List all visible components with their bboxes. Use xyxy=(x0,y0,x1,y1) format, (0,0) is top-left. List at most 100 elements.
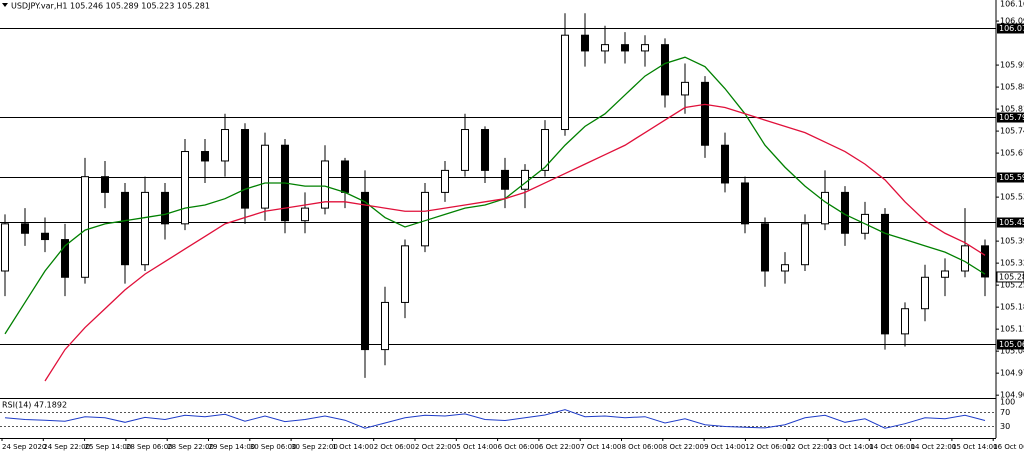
y-tick-label: 105.885 xyxy=(1000,83,1024,92)
level-label-bg xyxy=(997,339,1024,350)
x-tick-label: 14 Oct 22:00 xyxy=(911,443,957,451)
x-tick-label: 16 Oct 06:00 xyxy=(993,443,1024,451)
y-tick-label: 105.395 xyxy=(1000,237,1024,246)
level-label: 105.069 xyxy=(999,340,1024,349)
level-label-bg xyxy=(997,23,1024,34)
x-tick-label: 5 Oct 14:00 xyxy=(456,443,497,451)
candle-body xyxy=(61,239,69,278)
candle-body xyxy=(181,151,189,225)
candle-body xyxy=(441,169,449,193)
rsi-tick-label: 70 xyxy=(1000,408,1010,417)
x-tick-label: 30 Sep 22:00 xyxy=(291,443,338,451)
y-tick-label: 105.955 xyxy=(1000,61,1024,70)
y-tick-label: 105.675 xyxy=(1000,149,1024,158)
y-tick-label: 104.975 xyxy=(1000,369,1024,378)
level-label-bg xyxy=(997,217,1024,228)
y-tick-label: 105.535 xyxy=(1000,193,1024,202)
candle-body xyxy=(341,160,349,193)
candle-body xyxy=(261,144,269,209)
level-label: 105.598 xyxy=(999,173,1024,182)
x-tick-label: 8 Oct 22:00 xyxy=(663,443,704,451)
candle-body xyxy=(101,176,109,193)
y-tick-label: 105.045 xyxy=(1000,347,1024,356)
y-tick-label: 106.095 xyxy=(1000,17,1024,26)
candle-body xyxy=(761,223,769,272)
moving-average xyxy=(4,56,986,335)
candle-body xyxy=(921,276,929,310)
rsi-title: RSI(14) 47.1892 xyxy=(2,401,67,410)
candle-body xyxy=(821,191,829,225)
x-tick-label: 6 Oct 06:00 xyxy=(498,443,539,451)
y-tick-label: 105.115 xyxy=(1000,325,1024,334)
candle-body xyxy=(721,144,729,184)
candle-body xyxy=(941,270,949,278)
x-tick-label: 14 Oct 06:00 xyxy=(869,443,915,451)
candle-body xyxy=(381,301,389,351)
rsi-tick-label: 30 xyxy=(1000,422,1010,431)
level-label: 106.073 xyxy=(999,24,1024,33)
y-tick-label: 105.185 xyxy=(1000,303,1024,312)
x-tick-label: 12 Oct 06:00 xyxy=(745,443,791,451)
x-tick-label: 6 Oct 22:00 xyxy=(539,443,580,451)
candle-body xyxy=(361,191,369,351)
x-tick-label: 9 Oct 14:00 xyxy=(704,443,745,451)
level-label-bg xyxy=(997,112,1024,123)
candle-body xyxy=(661,44,669,96)
candle-body xyxy=(521,169,529,190)
candle-body xyxy=(401,245,409,303)
y-tick-label: 106.165 xyxy=(1000,0,1024,9)
candle-body xyxy=(801,223,809,266)
candle-body xyxy=(641,44,649,52)
menu-arrow xyxy=(2,3,8,7)
candle-body xyxy=(601,44,609,52)
candle-body xyxy=(981,245,989,278)
candle-body xyxy=(741,182,749,225)
level-label-bg xyxy=(997,172,1024,183)
candle-body xyxy=(1,223,9,272)
candle-body xyxy=(81,176,89,278)
candle-body xyxy=(561,34,569,131)
chart-title: USDJPY.var,H1 105.246 105.289 105.223 10… xyxy=(11,2,210,11)
candle-body xyxy=(461,129,469,171)
y-tick-label: 105.745 xyxy=(1000,127,1024,136)
candle-body xyxy=(21,223,29,234)
x-tick-label: 8 Oct 06:00 xyxy=(622,443,663,451)
candle-body xyxy=(161,191,169,225)
candle-body xyxy=(221,129,229,162)
candle-body xyxy=(961,245,969,272)
candle-body xyxy=(321,160,329,209)
candle-body xyxy=(681,81,689,96)
x-tick-label: 29 Sep 14:00 xyxy=(209,443,256,451)
candle-body xyxy=(241,129,249,209)
candle-body xyxy=(901,308,909,335)
rsi-tick-label: 100 xyxy=(1000,398,1015,407)
y-tick-label: 105.255 xyxy=(1000,281,1024,290)
x-tick-label: 24 Sep 22:00 xyxy=(43,443,90,451)
moving-average xyxy=(44,103,986,382)
current-price-label: 105.281 xyxy=(999,272,1024,281)
candle-body xyxy=(781,264,789,272)
x-tick-label: 13 Oct 14:00 xyxy=(828,443,874,451)
x-tick-label: 28 Sep 06:00 xyxy=(126,443,173,451)
x-tick-label: 12 Oct 22:00 xyxy=(787,443,833,451)
x-tick-label: 28 Sep 22:00 xyxy=(167,443,214,451)
x-tick-label: 1 Oct 14:00 xyxy=(332,443,373,451)
candle-body xyxy=(501,169,509,190)
x-tick-label: 2 Oct 22:00 xyxy=(415,443,456,451)
x-tick-label: 24 Sep 2020 xyxy=(2,443,46,451)
y-tick-label: 105.815 xyxy=(1000,105,1024,114)
x-tick-label: 7 Oct 14:00 xyxy=(580,443,621,451)
candle-body xyxy=(41,232,49,241)
candle-body xyxy=(621,44,629,52)
candle-body xyxy=(701,81,709,146)
y-tick-label: 104.905 xyxy=(1000,391,1024,400)
x-tick-label: 25 Sep 14:00 xyxy=(85,443,132,451)
candle-body xyxy=(421,191,429,247)
y-tick-label: 105.325 xyxy=(1000,259,1024,268)
candle-body xyxy=(301,207,309,222)
candle-body xyxy=(121,191,129,266)
rsi-line xyxy=(4,409,986,429)
candle-body xyxy=(481,129,489,171)
